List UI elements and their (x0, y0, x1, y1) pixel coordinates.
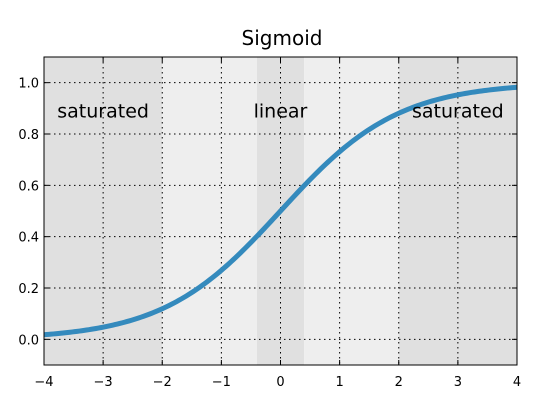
x-tick-label: −3 (94, 375, 113, 390)
region-label-saturated: saturated (412, 100, 504, 122)
sigmoid-curve (43, 84, 518, 338)
x-tick-label: −1 (212, 375, 231, 390)
y-tick-label: 0.8 (18, 128, 39, 143)
x-tick-label: −4 (34, 375, 53, 390)
y-tick-label: 0.0 (18, 333, 39, 348)
x-tick-label: 3 (454, 375, 462, 390)
x-tick-label: −2 (153, 375, 172, 390)
x-tick-label: 0 (276, 375, 284, 390)
y-tick-label: 1.0 (18, 77, 39, 92)
y-tick-label: 0.6 (18, 179, 39, 194)
region-band-3 (304, 57, 399, 365)
region-label-linear: linear (254, 100, 308, 122)
region-label-saturated: saturated (57, 100, 149, 122)
x-tick-label: 4 (513, 375, 521, 390)
x-tick-label: 1 (335, 375, 343, 390)
x-tick-label: 2 (395, 375, 403, 390)
plot-area: −4 −3 −2 −1 0 1 2 3 4 0.0 0.2 0.4 0.6 0.8 1.0 saturated… (18, 56, 521, 390)
y-tick-label: 0.4 (18, 231, 39, 246)
y-tick-label: 0.2 (18, 282, 39, 297)
region-band-1 (162, 57, 257, 365)
chart-title: Sigmoid (242, 26, 323, 50)
